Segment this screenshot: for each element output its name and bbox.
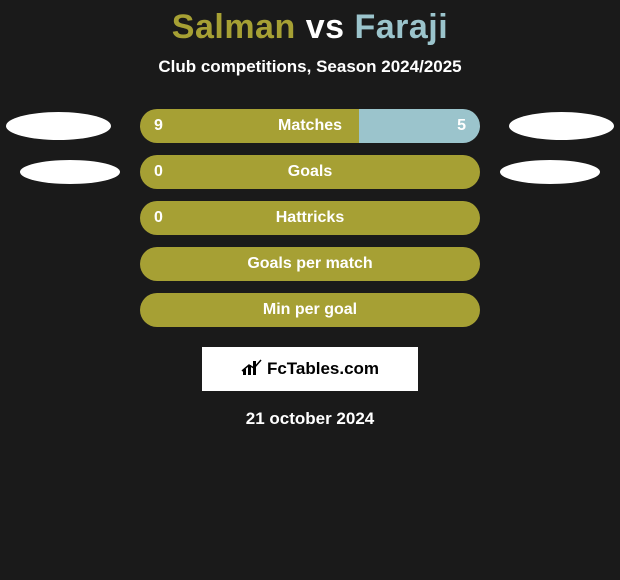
stat-row: 0 Goals xyxy=(0,155,620,189)
title-player1: Salman xyxy=(172,8,296,46)
brand-text: FcTables.com xyxy=(267,359,379,379)
bar-value-left: 0 xyxy=(154,163,163,181)
stat-row: Min per goal xyxy=(0,293,620,327)
stat-bar: Goals per match xyxy=(140,247,480,281)
page-title: Salman vs Faraji xyxy=(172,8,448,47)
stat-bar: 0 Hattricks xyxy=(140,201,480,235)
bar-label: Hattricks xyxy=(276,209,344,227)
stat-bar: Min per goal xyxy=(140,293,480,327)
player-ellipse-right xyxy=(500,160,600,184)
bar-label: Min per goal xyxy=(263,301,357,319)
bar-label: Goals xyxy=(288,163,332,181)
title-connector: vs xyxy=(306,8,345,46)
stat-row: 0 Hattricks xyxy=(0,201,620,235)
stat-rows: 9 5 Matches 0 Goals 0 Hattricks Goals per match… xyxy=(0,109,620,327)
title-player2: Faraji xyxy=(354,8,448,46)
bar-value-right: 5 xyxy=(457,117,466,135)
player-ellipse-left xyxy=(20,160,120,184)
stat-bar: 0 Goals xyxy=(140,155,480,189)
stat-row: 9 5 Matches xyxy=(0,109,620,143)
subtitle: Club competitions, Season 2024/2025 xyxy=(158,57,461,77)
player-ellipse-right xyxy=(509,112,614,140)
stat-bar: 9 5 Matches xyxy=(140,109,480,143)
bar-label: Goals per match xyxy=(247,255,372,273)
bar-value-left: 0 xyxy=(154,209,163,227)
stat-row: Goals per match xyxy=(0,247,620,281)
bar-value-left: 9 xyxy=(154,117,163,135)
bar-label: Matches xyxy=(278,117,342,135)
date-text: 21 october 2024 xyxy=(246,409,375,429)
brand-box: FcTables.com xyxy=(202,347,418,391)
player-ellipse-left xyxy=(6,112,111,140)
chart-icon xyxy=(241,359,263,380)
comparison-infographic: Salman vs Faraji Club competitions, Seas… xyxy=(0,0,620,429)
